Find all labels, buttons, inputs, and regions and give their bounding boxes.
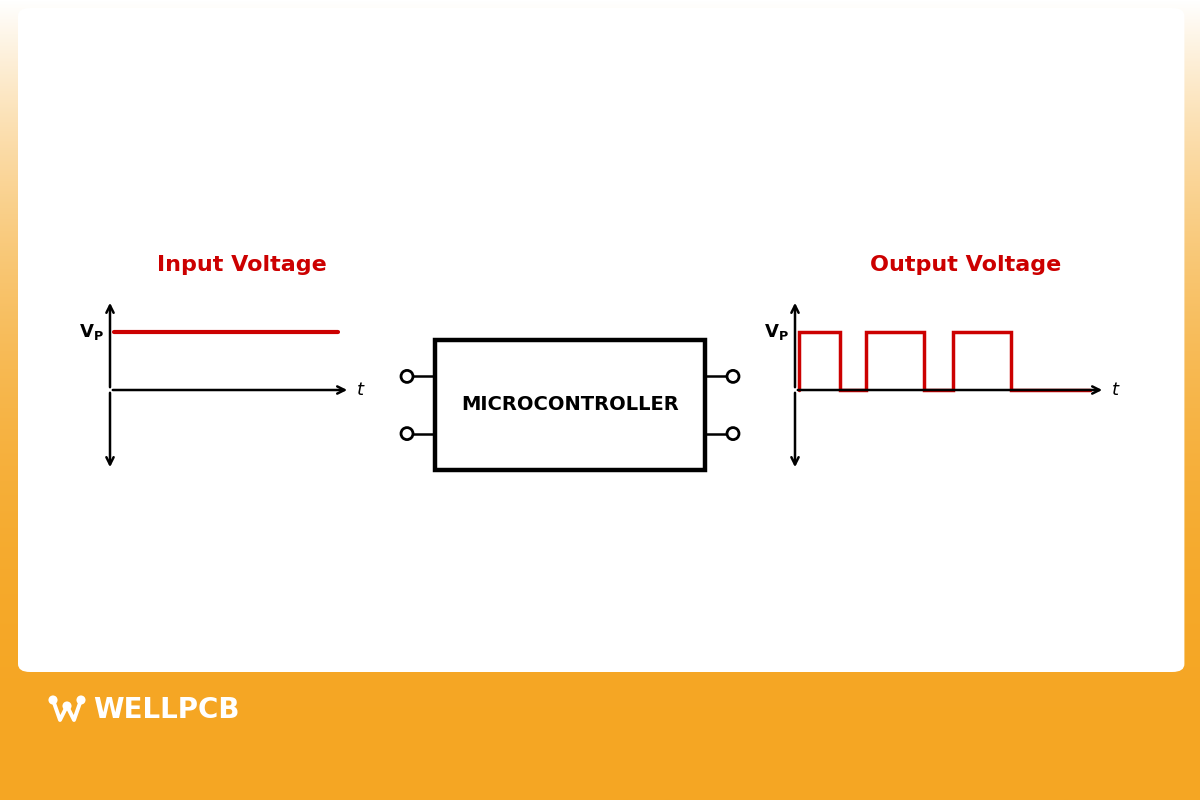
Bar: [436, 340, 706, 470]
Circle shape: [401, 427, 413, 440]
Circle shape: [401, 370, 413, 382]
Text: MICROCONTROLLER: MICROCONTROLLER: [461, 395, 679, 414]
Circle shape: [49, 697, 56, 703]
Text: Output Voltage: Output Voltage: [870, 255, 1061, 275]
Circle shape: [64, 702, 71, 710]
Circle shape: [727, 427, 739, 440]
Circle shape: [78, 697, 84, 703]
Text: Input Voltage: Input Voltage: [157, 255, 326, 275]
Text: $\mathit{t}$: $\mathit{t}$: [356, 381, 366, 399]
Text: WELLPCB: WELLPCB: [94, 696, 240, 724]
Text: $\mathbf{V_P}$: $\mathbf{V_P}$: [79, 322, 104, 342]
Text: $\mathbf{V_P}$: $\mathbf{V_P}$: [764, 322, 790, 342]
Text: $\mathit{t}$: $\mathit{t}$: [1111, 381, 1121, 399]
FancyBboxPatch shape: [18, 8, 1184, 672]
Circle shape: [727, 370, 739, 382]
